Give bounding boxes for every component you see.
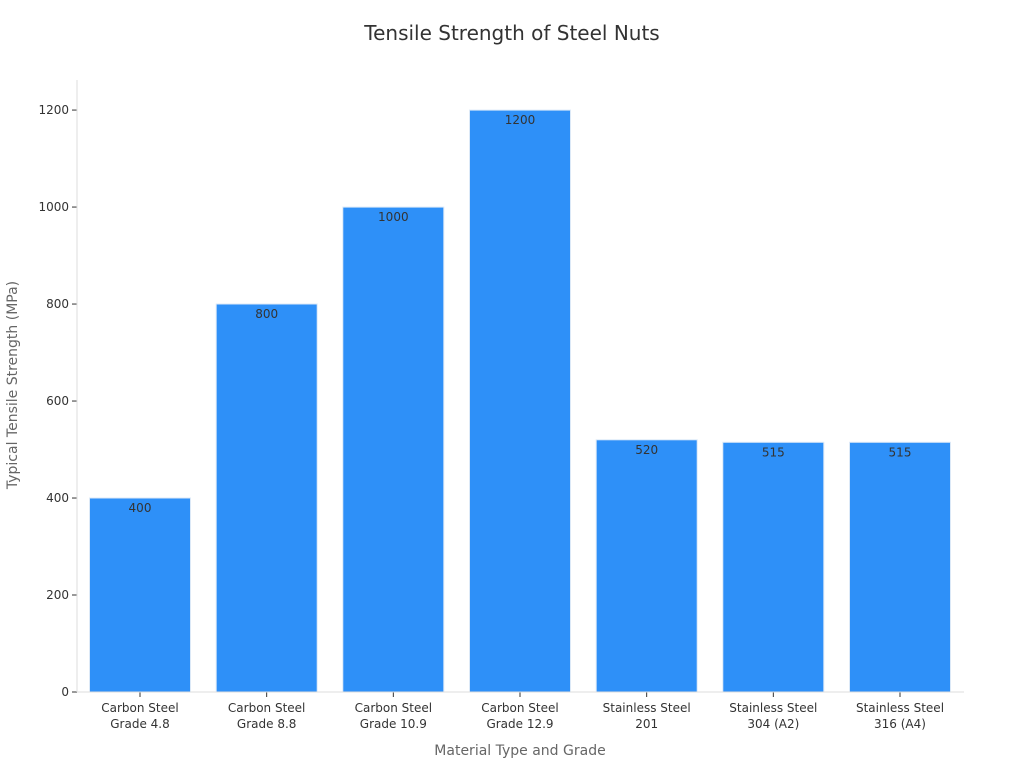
y-tick-label: 800 [46, 297, 69, 311]
bar-data-label: 800 [255, 307, 278, 321]
bar-data-label: 515 [889, 445, 912, 459]
y-tick-label: 400 [46, 491, 69, 505]
chart-title: Tensile Strength of Steel Nuts [363, 21, 659, 45]
x-tick-label-line: Stainless Steel [729, 701, 817, 715]
y-tick-label: 200 [46, 588, 69, 602]
x-tick-label-line: Carbon Steel [228, 701, 305, 715]
x-tick-label-line: Stainless Steel [856, 701, 944, 715]
x-tick-label-line: Grade 8.8 [237, 717, 296, 731]
x-tick-label: Stainless Steel 304 (A2) [729, 701, 817, 731]
bar-data-label: 1200 [505, 113, 536, 127]
x-tick-label-line: 304 (A2) [747, 717, 799, 731]
x-tick-label-line: Stainless Steel [603, 701, 691, 715]
x-tick-label: Stainless Steel 316 (A4) [856, 701, 944, 731]
x-tick-label-line: 201 [635, 717, 658, 731]
bar [215, 303, 318, 693]
bars-layer: 400 800 1000 1200 520 515 515 [89, 109, 951, 693]
x-tick-label: Carbon Steel Grade 12.9 [481, 701, 558, 731]
bar [595, 439, 698, 693]
axes-layer: Carbon Steel Grade 4.8 Carbon Steel Grade 8… [38, 80, 964, 731]
x-tick-label-line: Carbon Steel [355, 701, 432, 715]
y-tick-label: 0 [61, 685, 69, 699]
y-tick-label: 1000 [38, 200, 69, 214]
y-axis-title: Typical Tensile Strength (MPa) [5, 281, 21, 490]
x-tick-label-line: Grade 10.9 [360, 717, 427, 731]
x-tick-label: Carbon Steel Grade 4.8 [101, 701, 178, 731]
x-tick-label: Carbon Steel Grade 10.9 [355, 701, 432, 731]
x-tick-label-line: 316 (A4) [874, 717, 926, 731]
bar [722, 441, 825, 693]
bar [469, 109, 571, 693]
x-tick-label-line: Carbon Steel [101, 701, 178, 715]
bar-data-label: 400 [129, 501, 152, 515]
bar-data-label: 520 [635, 443, 658, 457]
bar-data-label: 515 [762, 445, 785, 459]
y-tick-label: 1200 [38, 103, 69, 117]
x-tick-label-line: Grade 12.9 [486, 717, 553, 731]
x-tick-label: Carbon Steel Grade 8.8 [228, 701, 305, 731]
x-tick-label-line: Carbon Steel [481, 701, 558, 715]
bar-data-label: 1000 [378, 210, 409, 224]
bar [849, 441, 951, 693]
x-tick-label-line: Grade 4.8 [110, 717, 169, 731]
x-tick-label: Stainless Steel 201 [603, 701, 691, 731]
y-tick-label: 600 [46, 394, 69, 408]
x-axis-title: Material Type and Grade [434, 743, 605, 759]
bar [342, 206, 445, 693]
bar [89, 497, 191, 693]
